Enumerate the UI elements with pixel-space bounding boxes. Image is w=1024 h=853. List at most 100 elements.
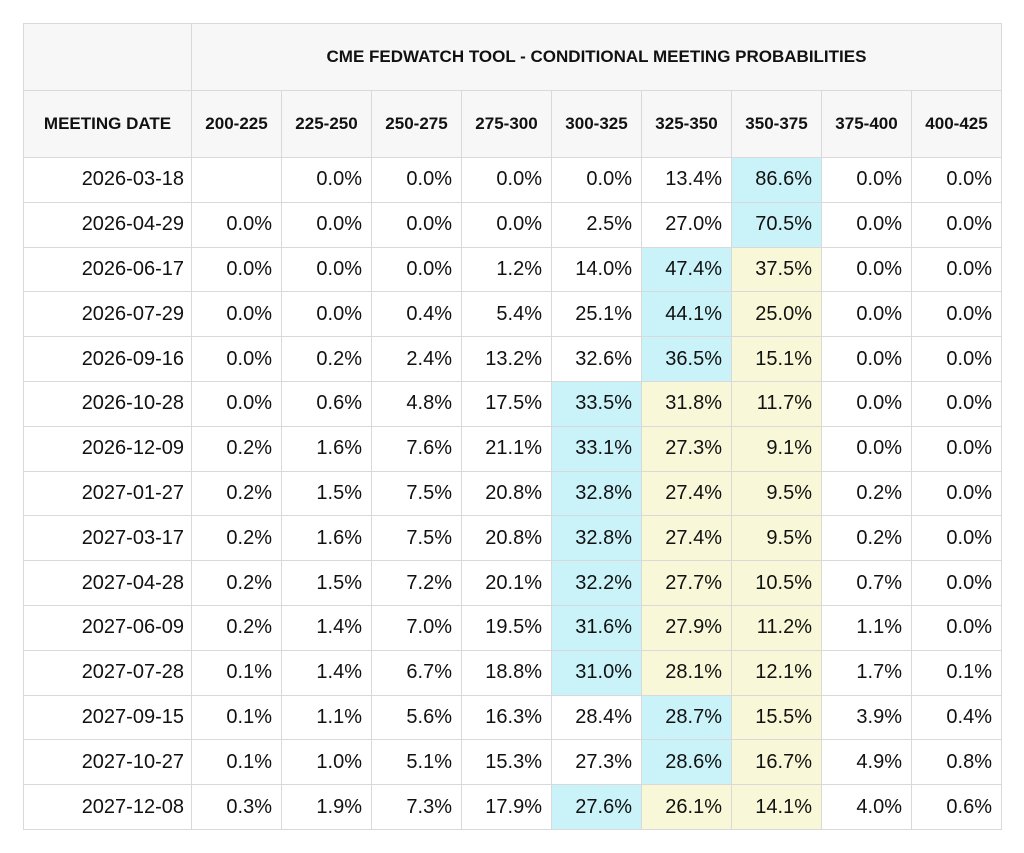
probability-table-container: CME FEDWATCH TOOL - CONDITIONAL MEETING … bbox=[23, 23, 1002, 830]
probability-cell: 0.0% bbox=[191, 336, 282, 382]
probability-cell: 0.4% bbox=[371, 291, 462, 338]
probability-cell: 0.0% bbox=[371, 201, 462, 248]
probability-cell: 1.9% bbox=[281, 784, 372, 830]
probability-cell: 28.7% bbox=[641, 694, 732, 741]
probability-cell: 0.0% bbox=[911, 560, 1002, 606]
table-row: 2026-12-09 0.2% 1.6% 7.6% 21.1% 33.1% 27.3% 9.1… bbox=[23, 425, 1002, 472]
probability-cell: 15.5% bbox=[731, 694, 822, 741]
table-row: 2027-03-17 0.2% 1.6% 7.5% 20.8% 32.8% 27.4% 9.5… bbox=[23, 515, 1002, 562]
probability-cell: 0.0% bbox=[911, 470, 1002, 517]
probability-cell: 0.0% bbox=[191, 246, 282, 293]
probability-cell: 27.0% bbox=[641, 201, 732, 248]
meeting-date-cell: 2027-10-27 bbox=[23, 739, 192, 786]
probability-cell: 5.4% bbox=[461, 291, 552, 338]
probability-cell: 0.0% bbox=[821, 246, 912, 293]
probability-cell: 1.0% bbox=[281, 739, 372, 786]
meeting-date-cell: 2026-12-09 bbox=[23, 425, 192, 472]
probability-cell: 0.6% bbox=[281, 380, 372, 427]
probability-cell: 7.3% bbox=[371, 784, 462, 830]
corner-cell bbox=[23, 23, 192, 91]
probability-cell: 1.5% bbox=[281, 560, 372, 606]
probability-cell: 27.4% bbox=[641, 515, 732, 562]
probability-cell: 4.0% bbox=[821, 784, 912, 830]
probability-cell: 32.6% bbox=[551, 336, 642, 382]
probability-cell: 32.8% bbox=[551, 515, 642, 562]
probability-cell: 31.6% bbox=[551, 604, 642, 651]
probability-cell: 0.1% bbox=[911, 649, 1002, 696]
meeting-date-cell: 2026-06-17 bbox=[23, 246, 192, 293]
probability-cell: 27.9% bbox=[641, 604, 732, 651]
probability-cell: 1.7% bbox=[821, 649, 912, 696]
probability-cell: 0.0% bbox=[821, 380, 912, 427]
column-header-300-325: 300-325 bbox=[551, 90, 642, 158]
probability-cell: 0.1% bbox=[191, 649, 282, 696]
probability-cell: 0.8% bbox=[911, 739, 1002, 786]
probability-cell: 9.5% bbox=[731, 470, 822, 517]
table-row: 2026-10-28 0.0% 0.6% 4.8% 17.5% 33.5% 31.8% 11.… bbox=[23, 380, 1002, 427]
probability-cell: 0.2% bbox=[191, 604, 282, 651]
probability-cell: 17.9% bbox=[461, 784, 552, 830]
table-row: 2027-06-09 0.2% 1.4% 7.0% 19.5% 31.6% 27.9% 11.… bbox=[23, 604, 1002, 651]
probability-cell: 0.2% bbox=[191, 470, 282, 517]
probability-cell: 27.7% bbox=[641, 560, 732, 606]
probability-cell: 13.4% bbox=[641, 157, 732, 203]
probability-cell: 26.1% bbox=[641, 784, 732, 830]
table-row: 2027-01-27 0.2% 1.5% 7.5% 20.8% 32.8% 27.4% 9.5… bbox=[23, 470, 1002, 517]
probability-cell: 0.1% bbox=[191, 739, 282, 786]
table-row: 2027-07-28 0.1% 1.4% 6.7% 18.8% 31.0% 28.1% 12.… bbox=[23, 649, 1002, 696]
probability-cell: 0.0% bbox=[191, 291, 282, 338]
column-header-375-400: 375-400 bbox=[821, 90, 912, 158]
probability-cell: 0.0% bbox=[371, 157, 462, 203]
probability-cell: 0.0% bbox=[281, 157, 372, 203]
probability-cell: 28.4% bbox=[551, 694, 642, 741]
probability-cell: 0.0% bbox=[911, 336, 1002, 382]
probability-cell: 7.0% bbox=[371, 604, 462, 651]
probability-cell: 17.5% bbox=[461, 380, 552, 427]
probability-cell: 70.5% bbox=[731, 201, 822, 248]
meeting-date-cell: 2027-06-09 bbox=[23, 604, 192, 651]
probability-cell: 0.0% bbox=[911, 604, 1002, 651]
probability-cell: 32.2% bbox=[551, 560, 642, 606]
probability-cell: 33.5% bbox=[551, 380, 642, 427]
probability-cell: 20.1% bbox=[461, 560, 552, 606]
table-row: 2026-07-29 0.0% 0.0% 0.4% 5.4% 25.1% 44.1% 25.0… bbox=[23, 291, 1002, 338]
probability-cell: 6.7% bbox=[371, 649, 462, 696]
probability-cell: 9.1% bbox=[731, 425, 822, 472]
meeting-date-cell: 2027-12-08 bbox=[23, 784, 192, 830]
probability-cell: 16.7% bbox=[731, 739, 822, 786]
probability-cell: 14.0% bbox=[551, 246, 642, 293]
probability-cell: 1.5% bbox=[281, 470, 372, 517]
probability-cell: 0.1% bbox=[191, 694, 282, 741]
probability-cell: 0.7% bbox=[821, 560, 912, 606]
table-row: 2027-04-28 0.2% 1.5% 7.2% 20.1% 32.2% 27.7% 10.… bbox=[23, 560, 1002, 606]
probability-cell: 25.1% bbox=[551, 291, 642, 338]
table-title: CME FEDWATCH TOOL - CONDITIONAL MEETING … bbox=[191, 23, 1002, 91]
probability-cell: 14.1% bbox=[731, 784, 822, 830]
probability-cell: 0.2% bbox=[821, 515, 912, 562]
column-header-200-225: 200-225 bbox=[191, 90, 282, 158]
probability-cell: 15.1% bbox=[731, 336, 822, 382]
probability-cell: 0.0% bbox=[461, 201, 552, 248]
probability-cell: 0.0% bbox=[911, 157, 1002, 203]
title-row: CME FEDWATCH TOOL - CONDITIONAL MEETING … bbox=[23, 23, 1002, 91]
probability-cell: 44.1% bbox=[641, 291, 732, 338]
table-row: 2026-09-16 0.0% 0.2% 2.4% 13.2% 32.6% 36.5% 15.… bbox=[23, 336, 1002, 382]
meeting-date-cell: 2027-04-28 bbox=[23, 560, 192, 606]
probability-cell: 27.3% bbox=[641, 425, 732, 472]
probability-cell: 1.1% bbox=[821, 604, 912, 651]
probability-cell: 0.0% bbox=[821, 425, 912, 472]
probability-cell: 36.5% bbox=[641, 336, 732, 382]
meeting-date-header: MEETING DATE bbox=[23, 90, 192, 158]
probability-cell: 15.3% bbox=[461, 739, 552, 786]
probability-cell: 4.8% bbox=[371, 380, 462, 427]
meeting-date-cell: 2027-03-17 bbox=[23, 515, 192, 562]
probability-cell: 0.0% bbox=[281, 291, 372, 338]
probability-cell: 16.3% bbox=[461, 694, 552, 741]
probability-cell: 5.6% bbox=[371, 694, 462, 741]
column-header-250-275: 250-275 bbox=[371, 90, 462, 158]
probability-cell: 0.6% bbox=[911, 784, 1002, 830]
probability-cell: 7.2% bbox=[371, 560, 462, 606]
meeting-date-cell: 2027-09-15 bbox=[23, 694, 192, 741]
probability-cell: 0.0% bbox=[551, 157, 642, 203]
table-row: 2027-10-27 0.1% 1.0% 5.1% 15.3% 27.3% 28.6% 16.… bbox=[23, 739, 1002, 786]
